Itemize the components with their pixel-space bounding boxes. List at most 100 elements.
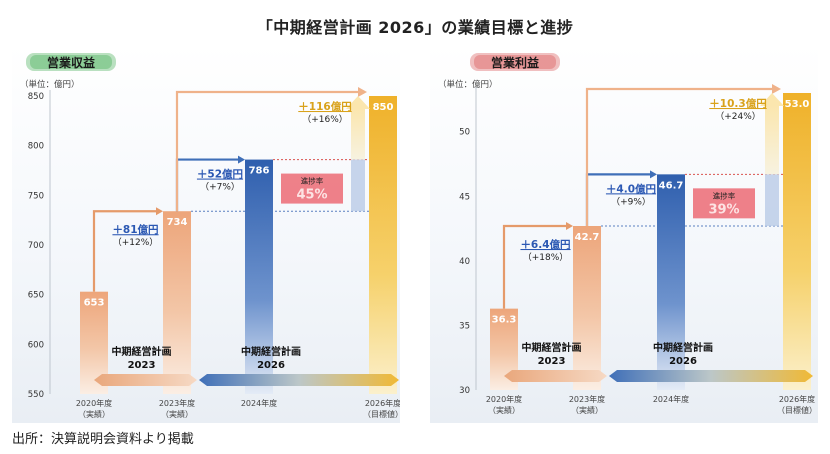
bar-2026 bbox=[369, 96, 397, 394]
plan-2023-title: 中期経営計画 bbox=[112, 345, 172, 358]
plan-2023-year: 2023 bbox=[538, 356, 566, 367]
increase-arrow-2023-2026-head bbox=[358, 87, 367, 97]
data-label: 46.7 bbox=[659, 180, 684, 191]
x-tick-sublabel: （実績） bbox=[161, 409, 193, 419]
chart-title: 営業収益 bbox=[47, 55, 95, 70]
chart-title: 営業利益 bbox=[491, 55, 539, 70]
increase-arrow-2023-2026-head bbox=[772, 84, 781, 94]
data-label: 42.7 bbox=[575, 232, 600, 243]
data-label: 734 bbox=[167, 217, 188, 228]
x-tick-label: 2023年度 bbox=[159, 398, 195, 408]
y-tick-label: 40 bbox=[459, 257, 470, 267]
progress-rate-label: 進捗率 bbox=[713, 190, 736, 200]
remaining-gap-arrow-head bbox=[760, 93, 784, 106]
x-tick-label: 2023年度 bbox=[569, 394, 605, 404]
plan-2023-arrow bbox=[504, 370, 607, 382]
increase-arrow-2020-2023 bbox=[92, 210, 157, 292]
plan-2026-year: 2026 bbox=[257, 360, 285, 371]
plan-2026-title: 中期経営計画 bbox=[653, 341, 713, 354]
plan-2026-arrow bbox=[199, 374, 399, 386]
increase-arrow-2023-2024-head bbox=[650, 170, 657, 179]
chart-title-glow bbox=[26, 53, 116, 71]
remaining-gap-arrow-head bbox=[346, 96, 370, 109]
y-tick-label: 35 bbox=[459, 321, 470, 331]
increase-arrow-2020-2023-head bbox=[566, 222, 573, 231]
increment-percent: （+9%） bbox=[611, 196, 651, 207]
source-note: 出所：決算説明会資料より掲載 bbox=[12, 432, 194, 447]
plan-2026-title: 中期経営計画 bbox=[241, 345, 301, 358]
chart-title-glow-inner bbox=[30, 55, 112, 69]
remaining-gap-arrow bbox=[351, 108, 365, 160]
increment-percent: （+18%） bbox=[523, 252, 569, 263]
x-tick-label: 2024年度 bbox=[653, 394, 689, 404]
increment-percent: （+12%） bbox=[113, 237, 159, 248]
progress-rate-label: 進捗率 bbox=[301, 176, 324, 186]
x-tick-label: 2020年度 bbox=[486, 394, 522, 404]
increment-percent: （+7%） bbox=[200, 182, 240, 193]
increment-label: ＋4.0億円 bbox=[606, 182, 656, 195]
increase-arrow-2023-2024-head bbox=[238, 155, 245, 164]
profit-chart: 営業利益 （単位：億円） 30 35 40 45 50 36.3 42.7 46.7 53.0 ＋6.… bbox=[438, 53, 817, 415]
y-tick-label: 45 bbox=[459, 192, 470, 202]
data-label: 786 bbox=[249, 166, 270, 177]
y-tick-label: 850 bbox=[28, 92, 44, 102]
revenue-chart: 営業収益 （単位：億円） 550 600 650 700 750 800 850 653 734 78… bbox=[20, 53, 400, 419]
increment-percent: （+16%） bbox=[302, 114, 348, 125]
bar-2023 bbox=[573, 226, 601, 390]
plan-2023-title: 中期経営計画 bbox=[522, 341, 582, 354]
x-tick-sublabel: （実績） bbox=[488, 405, 520, 415]
y-tick-label: 50 bbox=[459, 128, 470, 138]
increment-label: ＋116億円 bbox=[298, 100, 351, 113]
profit-chart-panel: 営業利益 （単位：億円） 30 35 40 45 50 36.3 42.7 46.7 53.0 ＋6.… bbox=[430, 45, 818, 423]
y-tick-label: 800 bbox=[28, 142, 44, 152]
bar-2023 bbox=[163, 211, 191, 394]
y-tick-label: 650 bbox=[28, 291, 44, 301]
y-tick-label: 550 bbox=[28, 390, 44, 400]
bar-2024 bbox=[245, 159, 273, 394]
chart-title-glow bbox=[470, 53, 560, 71]
x-tick-sublabel: （目標値） bbox=[777, 405, 817, 415]
plan-2026-arrow bbox=[609, 370, 813, 382]
x-tick-label: 2026年度 bbox=[779, 394, 815, 404]
x-tick-label: 2024年度 bbox=[241, 398, 277, 408]
plan-2023-arrow bbox=[94, 374, 197, 386]
data-label: 36.3 bbox=[492, 315, 517, 326]
increment-label: ＋6.4億円 bbox=[520, 238, 570, 251]
bar-2024 bbox=[657, 174, 685, 390]
progress-rate-value: 39% bbox=[708, 202, 739, 217]
increment-label: ＋81億円 bbox=[112, 223, 158, 236]
increment-label: ＋52億円 bbox=[197, 168, 243, 181]
y-tick-label: 30 bbox=[459, 386, 470, 396]
chart-title-glow-inner bbox=[474, 55, 556, 69]
remaining-gap-arrow bbox=[765, 105, 779, 175]
unit-label: （単位：億円） bbox=[438, 79, 498, 90]
increase-arrow-2020-2023-head bbox=[156, 207, 163, 216]
x-tick-sublabel: （目標値） bbox=[363, 409, 400, 419]
x-tick-sublabel: （実績） bbox=[78, 409, 110, 419]
plan-2026-year: 2026 bbox=[669, 356, 697, 367]
increase-arrow-2020-2023 bbox=[502, 224, 567, 309]
x-tick-sublabel: （実績） bbox=[571, 405, 603, 415]
achieved-gap-bar bbox=[765, 174, 779, 227]
unit-label: （単位：億円） bbox=[20, 79, 80, 90]
increment-percent: （+24%） bbox=[715, 111, 761, 122]
progress-rate-value: 45% bbox=[296, 188, 327, 203]
increase-arrow-2023-2026 bbox=[585, 87, 773, 227]
achieved-gap-bar bbox=[351, 159, 365, 212]
x-tick-label: 2026年度 bbox=[365, 398, 400, 408]
x-tick-label: 2020年度 bbox=[76, 398, 112, 408]
y-tick-label: 700 bbox=[28, 241, 44, 251]
revenue-chart-panel: 営業収益 （単位：億円） 550 600 650 700 750 800 850 653 734 78… bbox=[12, 45, 400, 423]
progress-rate-box bbox=[693, 188, 755, 219]
y-tick-label: 600 bbox=[28, 340, 44, 350]
y-tick-label: 750 bbox=[28, 191, 44, 201]
progress-rate-box bbox=[281, 173, 343, 204]
data-label: 653 bbox=[84, 298, 105, 309]
increase-arrow-2023-2026 bbox=[175, 90, 359, 212]
data-label: 850 bbox=[373, 102, 394, 113]
bar-2026 bbox=[783, 93, 811, 390]
plan-2023-year: 2023 bbox=[128, 360, 156, 371]
page-title: 「中期経営計画 2026」の業績目標と進捗 bbox=[256, 18, 574, 37]
increment-label: ＋10.3億円 bbox=[709, 97, 766, 110]
data-label: 53.0 bbox=[785, 99, 810, 110]
